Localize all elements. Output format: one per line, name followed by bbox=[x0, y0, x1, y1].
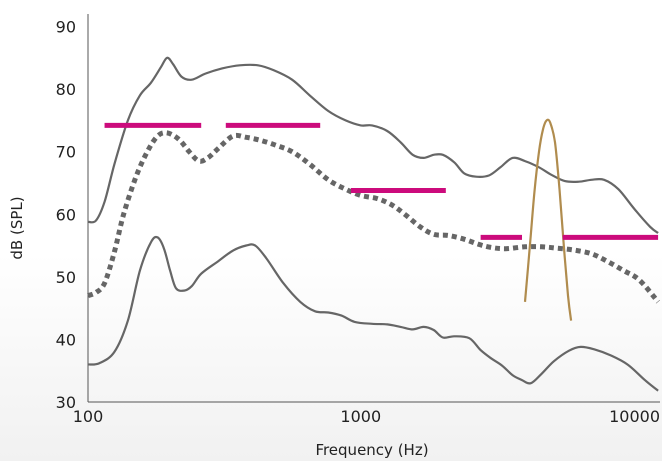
x-tick-labels: 100 1000 10000 bbox=[73, 407, 660, 426]
series-line-2 bbox=[87, 130, 661, 304]
y-tick-label: 40 bbox=[56, 330, 76, 349]
y-tick-label: 50 bbox=[56, 268, 76, 287]
x-tick-label: 100 bbox=[73, 407, 104, 426]
y-tick-label: 80 bbox=[56, 80, 76, 99]
x-axis-label: Frequency (Hz) bbox=[315, 441, 428, 459]
y-tick-label: 70 bbox=[56, 143, 76, 162]
y-tick-label: 90 bbox=[56, 18, 76, 37]
x-tick-label: 1000 bbox=[340, 407, 381, 426]
y-tick-labels: 30 40 50 60 70 80 90 bbox=[56, 18, 76, 412]
y-tick-label: 60 bbox=[56, 205, 76, 224]
plot-area bbox=[87, 14, 661, 403]
y-tick-label: 30 bbox=[56, 393, 76, 412]
series-line-3 bbox=[87, 235, 659, 392]
series-line-4 bbox=[523, 118, 573, 321]
x-tick-label: 10000 bbox=[609, 407, 660, 426]
series-line-1 bbox=[87, 56, 659, 234]
y-axis-label: dB (SPL) bbox=[8, 196, 26, 259]
